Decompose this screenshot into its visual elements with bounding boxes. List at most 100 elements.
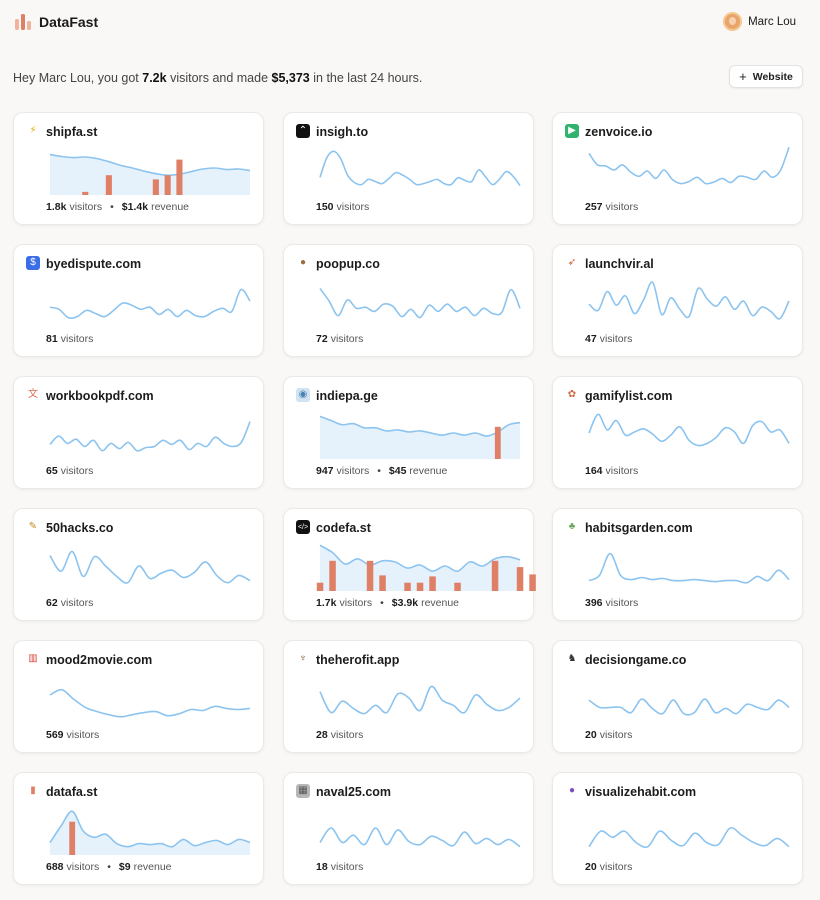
site-stats: 72 visitors (316, 333, 363, 345)
visitors-label: visitors (599, 729, 633, 741)
site-name[interactable]: poopup.co (316, 257, 380, 271)
site-card[interactable]: ● visualizehabit.com 20 visitors (552, 772, 803, 885)
summary-suffix: in the last 24 hours. (313, 71, 423, 85)
visitors-sparkline[interactable] (588, 407, 790, 459)
visitors-line (49, 153, 251, 177)
visitors-sparkline[interactable] (588, 671, 790, 723)
visitors-sparkline[interactable] (588, 275, 790, 327)
site-name[interactable]: decisiongame.co (585, 653, 687, 667)
site-stats: 396 visitors (585, 597, 638, 609)
visitors-line (588, 698, 790, 716)
site-card[interactable]: ● poopup.co 72 visitors (283, 244, 534, 357)
site-card[interactable]: 文 workbookpdf.com 65 visitors (13, 376, 264, 489)
shield-dollar-icon: $ (26, 256, 40, 270)
visitors-count: 569 (46, 729, 64, 741)
site-card[interactable]: ⌃ insigh.to 150 visitors (283, 112, 534, 225)
site-card[interactable]: ➶ launchvir.al 47 visitors (552, 244, 803, 357)
site-name[interactable]: codefa.st (316, 521, 371, 535)
visitors-sparkline[interactable] (49, 671, 251, 723)
site-name[interactable]: mood2movie.com (46, 653, 153, 667)
site-name[interactable]: insigh.to (316, 125, 369, 139)
add-website-button[interactable]: + Website (729, 65, 803, 88)
site-name[interactable]: naval25.com (316, 785, 392, 799)
stats-separator: • (110, 201, 114, 213)
visitors-area (320, 416, 520, 459)
visitors-sparkline[interactable] (49, 275, 251, 327)
site-card[interactable]: ♞ decisiongame.co 20 visitors (552, 640, 803, 753)
site-card[interactable]: ♣ habitsgarden.com 396 visitors (552, 508, 803, 621)
site-name[interactable]: zenvoice.io (585, 125, 653, 139)
site-card[interactable]: ▦ naval25.com 18 visitors (283, 772, 534, 885)
site-name[interactable]: byedispute.com (46, 257, 142, 271)
indiepage-icon: ◉ (296, 388, 310, 402)
visitors-line (319, 544, 521, 573)
visitors-count: 20 (585, 861, 597, 873)
visitors-sparkline[interactable] (319, 275, 521, 327)
visitors-label: visitors (336, 465, 370, 477)
visitors-sparkline[interactable] (588, 143, 790, 195)
site-card[interactable]: ▮ datafa.st 688 visitors • $9 revenue (13, 772, 264, 885)
site-card[interactable]: ⚡ shipfa.st 1.8k visitors • $1.4k revenue (13, 112, 264, 225)
visitors-sparkline[interactable] (49, 803, 251, 855)
app-title[interactable]: DataFast (39, 14, 99, 30)
revenue-bar (316, 582, 324, 591)
site-card[interactable]: ✿ gamifylist.com 164 visitors (552, 376, 803, 489)
site-name[interactable]: habitsgarden.com (585, 521, 693, 535)
site-stats: 65 visitors (46, 465, 93, 477)
site-name[interactable]: shipfa.st (46, 125, 98, 139)
visitors-sparkline[interactable] (49, 539, 251, 591)
visitors-sparkline[interactable] (49, 143, 251, 195)
visitors-sparkline[interactable] (316, 539, 536, 591)
zenvoice-icon: ▶ (565, 124, 579, 138)
visitors-sparkline[interactable] (319, 803, 521, 855)
visitors-line (319, 288, 521, 319)
avatar[interactable] (723, 12, 743, 31)
visitors-sparkline[interactable] (319, 143, 521, 195)
visitors-line (49, 810, 251, 848)
visitors-line (319, 415, 521, 437)
site-name[interactable]: indiepa.ge (316, 389, 378, 403)
site-name[interactable]: 50hacks.co (46, 521, 114, 535)
revenue-bar (494, 426, 501, 459)
revenue-bar (416, 582, 424, 591)
visitors-line (319, 827, 521, 848)
visitors-line (49, 421, 251, 452)
site-card[interactable]: ✎ 50hacks.co 62 visitors (13, 508, 264, 621)
visitors-sparkline[interactable] (319, 671, 521, 723)
revenue-bar (152, 179, 159, 195)
site-card[interactable]: ◉ indiepa.ge 947 visitors • $45 revenue (283, 376, 534, 489)
user-menu[interactable]: Marc Lou (723, 12, 796, 31)
revenue-amount: $9 (118, 861, 131, 873)
site-name[interactable]: workbookpdf.com (46, 389, 154, 403)
visitors-count: 65 (46, 465, 58, 477)
visitors-sparkline[interactable] (49, 407, 251, 459)
visitors-sparkline[interactable] (588, 803, 790, 855)
site-name[interactable]: visualizehabit.com (585, 785, 697, 799)
site-name[interactable]: theherofit.app (316, 653, 400, 667)
site-card[interactable]: </> codefa.st 1.7k visitors • $3.9k revenue (283, 508, 536, 621)
site-stats: 150 visitors (316, 201, 369, 213)
visitors-label: visitors (330, 861, 364, 873)
add-website-label: Website (752, 70, 793, 83)
site-card[interactable]: ▥ mood2movie.com 569 visitors (13, 640, 264, 753)
revenue-amount: $3.9k (391, 597, 419, 609)
summary-revenue: $5,373 (271, 71, 310, 85)
visitors-label: visitors (599, 861, 633, 873)
user-name[interactable]: Marc Lou (748, 15, 796, 28)
site-card[interactable]: $ byedispute.com 81 visitors (13, 244, 264, 357)
visitors-sparkline[interactable] (588, 539, 790, 591)
revenue-bar (366, 560, 374, 591)
visitors-count: 150 (316, 201, 334, 213)
poop-icon: ● (299, 257, 307, 268)
visitors-count: 688 (46, 861, 64, 873)
visitors-line (588, 281, 790, 320)
visitors-line (588, 146, 790, 185)
visitors-sparkline[interactable] (319, 407, 521, 459)
site-card[interactable]: ▶ zenvoice.io 257 visitors (552, 112, 803, 225)
site-name[interactable]: gamifylist.com (585, 389, 673, 403)
datafast-logo-icon[interactable] (14, 13, 32, 31)
site-card[interactable]: ♆ theherofit.app 28 visitors (283, 640, 534, 753)
site-name[interactable]: launchvir.al (585, 257, 654, 271)
rocket-icon: ➶ (567, 257, 577, 268)
site-name[interactable]: datafa.st (46, 785, 98, 799)
